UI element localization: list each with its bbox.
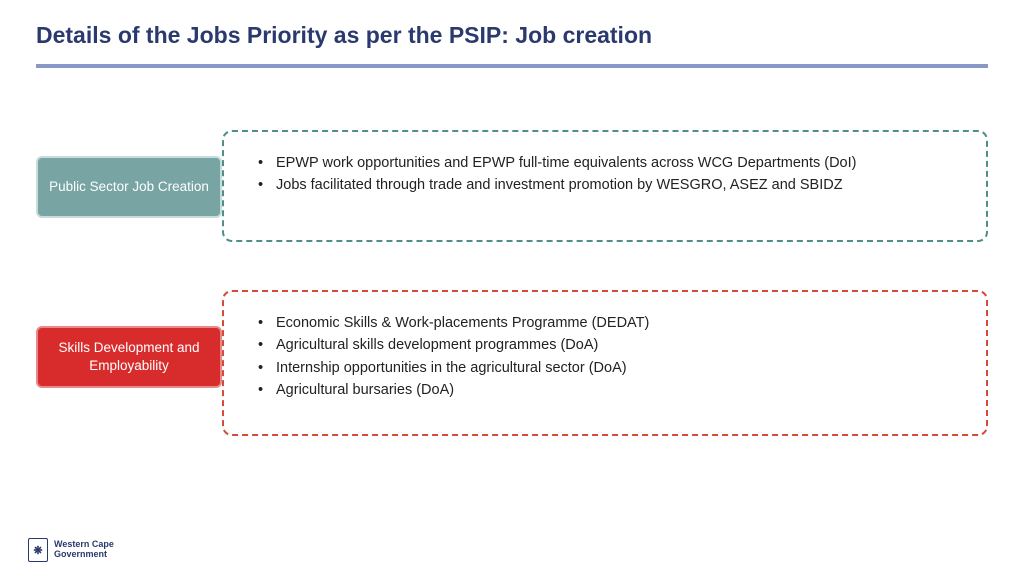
list-item: Economic Skills & Work-placements Progra… (258, 312, 964, 334)
footer-logo: ❋ Western Cape Government (28, 538, 114, 562)
title-rule (36, 64, 988, 68)
logo-line2: Government (54, 550, 114, 560)
section-list-1: Economic Skills & Work-placements Progra… (258, 312, 964, 402)
logo-text: Western Cape Government (54, 540, 114, 560)
list-item: Agricultural bursaries (DoA) (258, 379, 964, 401)
list-item: Internship opportunities in the agricult… (258, 357, 964, 379)
section-label-1: Skills Development and Employability (36, 326, 222, 388)
list-item: EPWP work opportunities and EPWP full-ti… (258, 152, 964, 174)
slide: Details of the Jobs Priority as per the … (0, 0, 1024, 576)
section-list-0: EPWP work opportunities and EPWP full-ti… (258, 152, 964, 197)
section-content-0: EPWP work opportunities and EPWP full-ti… (222, 130, 988, 242)
list-item: Agricultural skills development programm… (258, 334, 964, 356)
list-item: Jobs facilitated through trade and inves… (258, 174, 964, 196)
section-content-1: Economic Skills & Work-placements Progra… (222, 290, 988, 436)
section-label-0: Public Sector Job Creation (36, 156, 222, 218)
page-title: Details of the Jobs Priority as per the … (36, 22, 652, 49)
logo-mark-icon: ❋ (28, 538, 48, 562)
